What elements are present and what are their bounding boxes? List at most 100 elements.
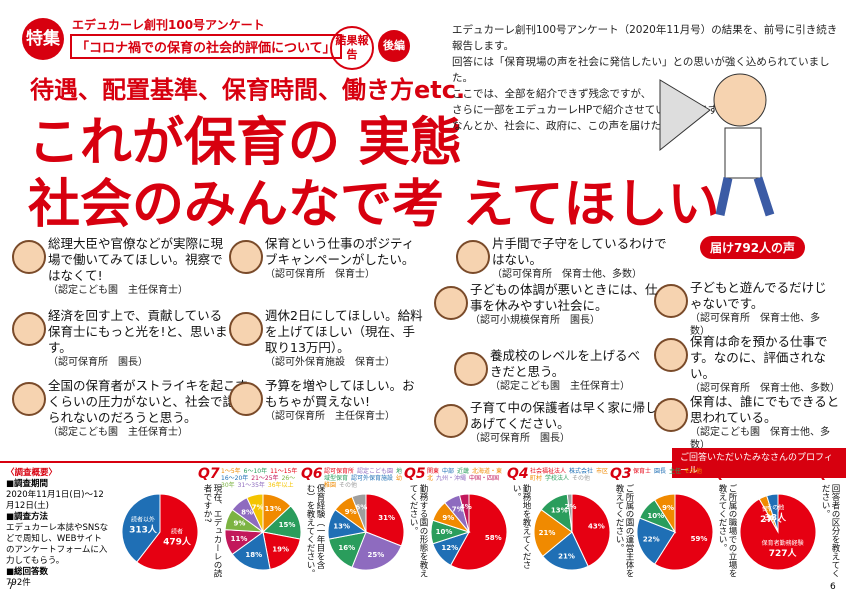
question-text: 勤務する園の形態を教えてください。: [408, 484, 428, 578]
slice-label: 25%: [368, 551, 385, 559]
intro-line: エデュカーレ創刊100号アンケート（2020年11月号）の結果を、前号に引き続き…: [452, 24, 838, 52]
legend-entry: 園長: [654, 468, 667, 475]
question-number: Q4: [507, 466, 529, 482]
quote: 保育は命を預かる仕事です。なのに、評価されない。 （認可保育所 保育士他、多数）: [690, 334, 840, 395]
question-number: Q5: [404, 466, 426, 482]
legend: 1～5年 6～10年 11～15年 16～20年 21～25年 26～30年 31～35年 3…: [221, 468, 301, 489]
legend-entry: 36年以上: [267, 482, 294, 489]
quote-source: （認定こども園 主任保育士）: [48, 427, 188, 438]
face: [434, 286, 468, 320]
pie-chart: 58% 12% 10% 9%7%4%: [430, 493, 508, 571]
quote: 週休2日にしてほしい。給料を上げてほしい（現在、手取り13万円）。 （認可外保育施…: [265, 308, 425, 369]
slice-category: 読者: [171, 527, 183, 535]
text: 792件: [6, 578, 31, 588]
pie-chart: 保育者勤務経験727人保育者27人その他38人: [739, 493, 817, 571]
legend-entry: 幼稚園: [324, 475, 403, 489]
slice-label: 31%: [378, 514, 395, 522]
quote: 総理大臣や官僚などが実際に現場で働いてみてほしい。視察ではなくて! （認定こども園…: [48, 236, 228, 297]
pie-slice: [766, 493, 779, 533]
slice-label: 58%: [485, 534, 502, 542]
legend: 社会福祉法人 株式会社 市区町村 学校法人 その他: [530, 468, 610, 482]
question-text: 保育経験（一年目を含む）を教えてください。: [305, 484, 325, 578]
intro-line: さらに一部をエデュカーレHPで紹介させていただきます。: [452, 104, 728, 116]
pie-slice: [231, 531, 271, 571]
quote-text: 子どもと遊んでるだけじゃないです。: [690, 280, 827, 311]
slice-label: 479人: [163, 535, 192, 547]
slice-label: 11%: [231, 535, 248, 543]
face: [229, 312, 263, 346]
legend: 認可保育所 認定こども園 地域型保育 認可外保育施設 幼稚園 その他: [324, 468, 404, 489]
intro-line: なんとか、社会に、政府に、この声を届けたい。: [452, 120, 683, 132]
legend-entry: 中部: [442, 468, 455, 475]
question-number: Q7: [198, 466, 220, 482]
pie-slice: [739, 493, 817, 571]
label: ■調査方法: [6, 512, 49, 522]
series-title: エデュカーレ創刊100号アンケート: [72, 18, 265, 32]
rule: [0, 461, 846, 463]
quote: 片手間で子守をしているわけではない。 （認可保育所 保育士他、多数）: [492, 236, 672, 281]
question-number: Q6: [301, 466, 323, 482]
slice-label: 9%: [345, 508, 357, 516]
quote-text: 全国の保育者がストライキを起こすくらいの圧力がないと、社会で認められないのだろう…: [48, 378, 248, 425]
pie-slice: [566, 493, 573, 533]
face: [654, 284, 688, 318]
slice-label: 43%: [588, 523, 605, 531]
part-label: 後編: [378, 30, 410, 62]
legend-entry: 株式会社: [569, 468, 594, 475]
quote-text: 週休2日にしてほしい。給料を上げてほしい（現在、手取り13万円）。: [265, 308, 423, 355]
face: [654, 338, 688, 372]
question-text: ご所属の園の運営主体を教えてください。: [614, 484, 634, 578]
subhead: 待遇、配置基準、保育時間、働き方etc.: [30, 76, 466, 104]
legend-entry: 保育士: [633, 468, 652, 475]
legend-entry: 16～20年: [221, 475, 249, 482]
quote: 全国の保育者がストライキを起こすくらいの圧力がないと、社会で認められないのだろう…: [48, 378, 258, 439]
question-number: Q3: [610, 466, 632, 482]
legend-entry: その他: [684, 468, 703, 475]
quote-source: （認可外保育施設 保育士）: [265, 357, 395, 368]
quote-text: 片手間で子守をしているわけではない。: [492, 236, 667, 267]
legend-entry: その他: [572, 475, 591, 482]
pie-slice: [571, 493, 611, 568]
slice-label: 10%: [647, 512, 664, 520]
pie-slice: [653, 493, 676, 534]
quote: 養成校のレベルを上げるべきだと思う。 （認定こども園 主任保育士）: [490, 348, 650, 393]
overview: 〈調査概要〉 ■調査期間 2020年11月1日(日)～12月12日(土) ■調査…: [6, 468, 110, 589]
intro-line: 回答には「保育現場の声を社会に発信したい」との思いが強く込められていました。: [452, 56, 830, 84]
legend-entry: 市区町村: [530, 468, 609, 482]
pie-slice: [542, 531, 589, 571]
slice-label: 9%: [442, 514, 454, 522]
quote-text: 養成校のレベルを上げるべきだと思う。: [490, 348, 641, 379]
slice-label: 16%: [338, 544, 355, 552]
quote: 子どもと遊んでるだけじゃないです。 （認可保育所 保育士他、多数）: [690, 280, 830, 338]
legend-entry: 31～35年: [237, 482, 265, 489]
slice-label: 13%: [265, 505, 282, 513]
slice-label: 19%: [272, 546, 289, 554]
illustration: [659, 73, 775, 217]
legend-entry: 主任: [669, 468, 682, 475]
headline: これが保育の 実態: [28, 113, 463, 173]
slice-label: 18%: [245, 551, 262, 559]
pie-slice: [351, 531, 402, 571]
pie-slice: [121, 493, 161, 563]
quote-source: （認可保育所 保育士）: [265, 269, 375, 280]
legend-entry: その他: [339, 482, 358, 489]
slice-label: 727人: [769, 547, 798, 559]
face: [12, 240, 46, 274]
question-text: 現在、エデュカーレの読者ですか?: [202, 484, 222, 578]
quote-source: （認可保育所 保育士他、多数）: [690, 313, 820, 337]
slice-label: 10%: [436, 528, 453, 536]
slice-label: 12%: [441, 544, 458, 552]
pie-chart: 43% 21% 21% 13%2%: [533, 493, 611, 571]
feature-title: 「コロナ禍での保育の社会的評価について」: [70, 34, 342, 59]
slice-label: 21%: [558, 552, 575, 560]
quote-source: （認定こども園 主任保育士）: [490, 381, 630, 392]
quote-text: 保育は、誰にでもできると思われている。: [690, 394, 840, 425]
slice-label: 9%: [234, 520, 246, 528]
quote-source: （認可小規模保育所 園長）: [470, 315, 600, 326]
feature-tag: 特集: [22, 18, 64, 60]
quote-text: 総理大臣や官僚などが実際に現場で働いてみてほしい。視察ではなくて!: [48, 236, 224, 283]
badge: 届け792人の声: [700, 236, 806, 259]
quote: 予算を増やしてほしい。おもちゃが買えない! （認可保育所 主任保育士）: [265, 378, 415, 423]
legend-entry: 地域型保育: [324, 468, 403, 482]
